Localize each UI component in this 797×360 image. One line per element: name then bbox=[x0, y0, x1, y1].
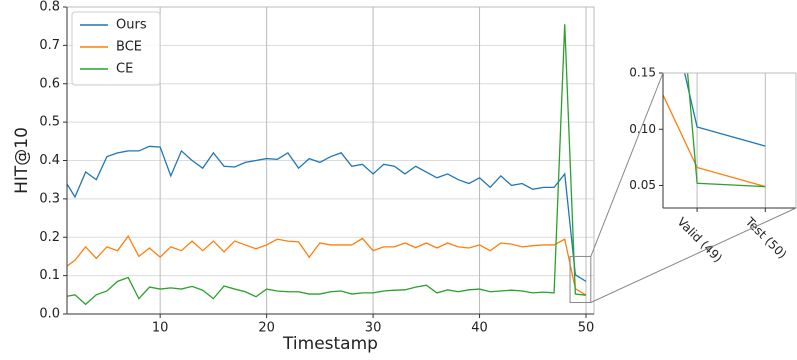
y-tick-label: 0.1 bbox=[39, 268, 60, 283]
x-axis-label: Timestamp bbox=[282, 334, 378, 354]
y-tick-label: 0.0 bbox=[39, 307, 60, 322]
x-tick-label: Test (50) bbox=[742, 214, 789, 261]
series-line bbox=[686, 73, 766, 188]
legend-label: CE bbox=[116, 62, 133, 77]
y-tick-label: 0.5 bbox=[39, 115, 60, 130]
y-tick-label: 0.6 bbox=[39, 76, 60, 91]
series-line bbox=[67, 145, 587, 282]
zoom-connector bbox=[590, 207, 797, 303]
frame bbox=[662, 72, 797, 209]
legend-label: Ours bbox=[116, 18, 147, 33]
y-axis-label: HIT@10 bbox=[12, 127, 32, 194]
y-tick-label: 0.3 bbox=[39, 191, 60, 206]
y-tick-label: 0.4 bbox=[39, 153, 60, 168]
y-tick-label: 0.15 bbox=[629, 66, 656, 80]
y-tick-label: 0.8 bbox=[39, 0, 60, 15]
x-tick-label: 30 bbox=[365, 321, 382, 336]
x-tick-label: 20 bbox=[258, 321, 275, 336]
series-line bbox=[683, 73, 766, 147]
legend-box bbox=[71, 11, 161, 86]
y-tick-label: 0.7 bbox=[39, 38, 60, 53]
series-line bbox=[67, 24, 587, 306]
series-line bbox=[67, 234, 587, 296]
legend-label: BCE bbox=[116, 40, 142, 55]
x-tick-label: 10 bbox=[152, 321, 169, 336]
x-tick-label: Valid (49) bbox=[675, 215, 725, 265]
y-tick-label: 0.2 bbox=[39, 230, 60, 245]
plot: 0.05 0.10 0.15 Valid (49) Test (50) bbox=[629, 66, 797, 265]
plot: 0.0 0.1 0.2 0.3 0.4 0.5 0.6 0.7 0.8 10 20 30 40 50 Tim… bbox=[12, 0, 595, 354]
zoom-connector bbox=[590, 72, 664, 257]
x-tick-label: 50 bbox=[578, 321, 595, 336]
series-line bbox=[663, 93, 766, 188]
y-tick-label: 0.10 bbox=[629, 122, 656, 136]
y-tick-label: 0.05 bbox=[629, 178, 656, 192]
zoom-box bbox=[569, 255, 592, 303]
x-tick-label: 40 bbox=[471, 321, 488, 336]
